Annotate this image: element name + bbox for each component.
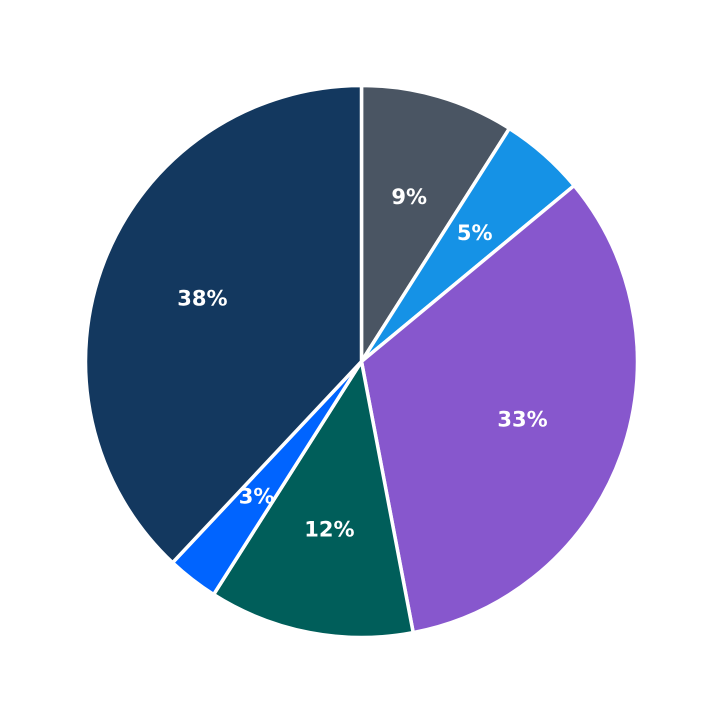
pie-slice-5	[83, 83, 364, 565]
pie-slice-label-1: 5%	[457, 221, 493, 245]
labels-layer: 9% 5% 33% 12% 3% 38%	[177, 185, 547, 541]
slices-layer	[83, 83, 640, 640]
pie-slice-2	[359, 183, 640, 635]
pie-slice-label-0: 9%	[391, 185, 427, 209]
pie-slice-label-4: 3%	[239, 485, 275, 509]
pie-slice-label-3: 12%	[304, 518, 354, 542]
pie-slice-0	[359, 83, 512, 364]
pie-slice-label-2: 33%	[497, 407, 547, 431]
pie-slice-3	[211, 359, 415, 640]
pie-slice-label-5: 38%	[177, 287, 227, 311]
